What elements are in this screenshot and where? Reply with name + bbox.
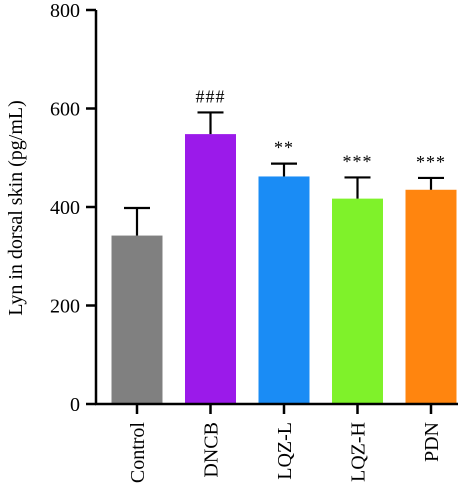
significance-annotations: ###***** *** — [196, 86, 446, 172]
x-tick-label: LQZ-H — [348, 422, 370, 482]
bar-dncb — [185, 134, 236, 405]
significance-label: ** — [274, 138, 294, 158]
bars — [111, 134, 457, 405]
significance-label: *** — [343, 151, 373, 171]
y-tick-label: 0 — [70, 394, 80, 416]
bar-pdn — [405, 189, 457, 404]
y-tick-label: 800 — [50, 0, 80, 22]
x-axis-labels: Control DNCB LQZ-L LQZ-H PDN — [127, 404, 443, 483]
significance-label: ### — [196, 86, 226, 106]
bar-control — [111, 235, 163, 404]
x-tick-label: LQZ-L — [274, 422, 296, 480]
x-tick-label: PDN — [421, 422, 443, 462]
x-tick-label: Control — [127, 422, 149, 484]
y-tick-label: 600 — [50, 99, 80, 121]
y-tick-label: 200 — [50, 296, 80, 318]
y-axis-ticks: 0 200 400 600 800 — [50, 0, 96, 416]
y-tick-label: 400 — [50, 197, 80, 219]
x-tick-label: DNCB — [201, 422, 223, 478]
bar-lqz-l — [258, 176, 310, 404]
error-bars — [124, 111, 444, 236]
significance-label: *** — [416, 152, 446, 172]
bar-lqz-h — [332, 198, 383, 404]
y-axis-title: Lyn in dorsal skin (pg/mL) — [5, 100, 27, 316]
